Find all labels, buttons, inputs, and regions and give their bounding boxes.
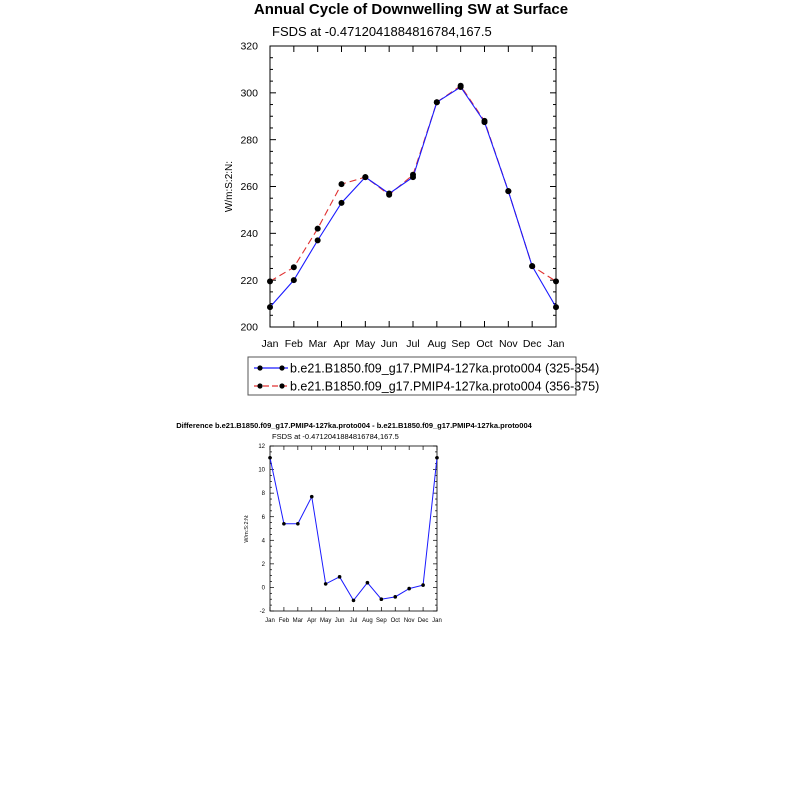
c1-x-tick-label: Feb — [285, 338, 303, 350]
c1-series-1-point — [290, 277, 297, 284]
c1-y-tick-label: 200 — [240, 322, 258, 334]
c2-x-tick-label: Sep — [376, 618, 387, 624]
c2-x-tick-label: Jan — [265, 618, 275, 624]
c1-series-2-point — [338, 181, 345, 188]
c1-y-tick-label: 260 — [240, 181, 258, 193]
c1-series-2-point — [481, 117, 488, 124]
c1-title: Annual Cycle of Downwelling SW at Surfac… — [254, 1, 568, 18]
c1-series-2-line — [269, 85, 557, 282]
c2-y-tick-label: 0 — [262, 586, 266, 592]
c2-series-1-point — [365, 580, 370, 585]
c1-y-tick-label: 220 — [240, 275, 258, 287]
c2-x-tick-label: Mar — [293, 618, 303, 624]
c1-series-1-point — [553, 304, 559, 311]
c1-legend-marker-2 — [279, 383, 285, 389]
c2-series-1-point — [421, 583, 425, 587]
c1-legend-marker-1 — [279, 365, 285, 371]
c1-y-tick-label: 280 — [240, 134, 258, 146]
c2-x-tick-label: Nov — [404, 618, 415, 624]
c1-plot-frame — [269, 45, 557, 328]
c1-legend-label-1: b.e21.B1850.f09_g17.PMIP4-127ka.proto004… — [290, 362, 599, 376]
c1-series-2-point — [290, 264, 297, 271]
c1-y-tick-label: 320 — [240, 41, 258, 53]
c2-series-1-line — [269, 457, 438, 602]
c1-legend-marker-1 — [257, 365, 263, 371]
c1-series-2-point — [362, 174, 369, 181]
c1-series-2-point — [267, 278, 273, 285]
c1-x-tick-label: Mar — [309, 338, 328, 350]
c2-y-tick-label: 8 — [262, 491, 266, 497]
c1-series-2-point — [410, 171, 416, 178]
c2-y-tick-label: 10 — [258, 468, 265, 474]
c2-subtitle: FSDS at -0.4712041884816784,167.5 — [272, 432, 399, 441]
c2-series-1-point — [268, 455, 272, 460]
c1-legend-marker-2 — [257, 383, 263, 389]
c2-series-1-point — [337, 575, 342, 579]
c1-x-tick-label: Apr — [333, 338, 350, 350]
c2-x-tick-label: Apr — [307, 618, 316, 624]
c1-x-tick-label: Jul — [406, 338, 419, 350]
c1-series-1-point — [338, 199, 345, 206]
c1-x-tick-label: Dec — [523, 338, 542, 350]
c2-series-1-point — [407, 586, 411, 591]
c2-x-tick-label: Dec — [418, 618, 429, 624]
c1-x-tick-label: Jun — [381, 338, 398, 350]
c2-series-1-point — [323, 582, 328, 586]
c1-x-tick-label: May — [355, 338, 376, 350]
c1-series-1-point — [267, 304, 273, 311]
c1-series-2-point — [553, 278, 559, 285]
c2-x-tick-label: May — [320, 618, 331, 624]
c1-legend-label-2: b.e21.B1850.f09_g17.PMIP4-127ka.proto004… — [290, 380, 599, 394]
c1-x-tick-label: Jan — [548, 338, 565, 350]
c2-y-tick-label: 6 — [262, 515, 266, 521]
c2-y-tick-label: 12 — [258, 444, 265, 450]
c1-x-tick-label: Aug — [427, 338, 446, 350]
c2-title: Difference b.e21.B1850.f09_g17.PMIP4-127… — [176, 421, 532, 430]
c2-series-1-point — [296, 521, 300, 526]
c1-subtitle: FSDS at -0.4712041884816784,167.5 — [272, 24, 492, 39]
c1-y-axis-label: W/m:S:2:N: — [224, 161, 235, 212]
c1-series-1-line — [269, 86, 557, 308]
c1-series-2-point — [457, 82, 464, 89]
c1-y-tick-label: 240 — [240, 228, 258, 240]
c1-x-tick-label: Oct — [476, 338, 492, 350]
c1-series-2-point — [505, 188, 512, 195]
c1-series-1-point — [314, 237, 321, 244]
c2-plot-frame — [269, 445, 438, 612]
c1-series-2-point — [314, 225, 321, 232]
c2-y-tick-label: 2 — [262, 562, 266, 568]
c2-x-tick-label: Jul — [350, 618, 358, 624]
c2-x-tick-label: Oct — [391, 618, 401, 624]
c2-x-tick-label: Aug — [362, 618, 373, 624]
c2-series-1-point — [435, 455, 439, 460]
c1-x-tick-label: Nov — [499, 338, 518, 350]
c2-x-tick-label: Jan — [432, 618, 442, 624]
c2-series-1-point — [379, 597, 384, 602]
c1-series-2-point — [529, 263, 536, 270]
c1-x-tick-label: Sep — [451, 338, 470, 350]
c1-legend-box — [247, 356, 577, 396]
c1-series-2-point — [433, 99, 440, 106]
c2-y-tick-label: 4 — [262, 538, 266, 544]
c1-series-2-point — [386, 191, 393, 198]
c2-series-1-point — [351, 598, 356, 603]
c2-y-axis-label: W/m:S:2:N: — [244, 514, 250, 543]
c2-x-tick-label: Feb — [279, 618, 290, 624]
c1-y-tick-label: 300 — [240, 88, 258, 100]
c2-series-1-point — [282, 521, 286, 526]
c2-x-tick-label: Jun — [335, 618, 345, 624]
c1-x-tick-label: Jan — [262, 338, 279, 350]
c2-series-1-point — [309, 494, 314, 499]
c2-series-1-point — [393, 595, 398, 599]
c2-y-tick-label: -2 — [260, 609, 266, 615]
